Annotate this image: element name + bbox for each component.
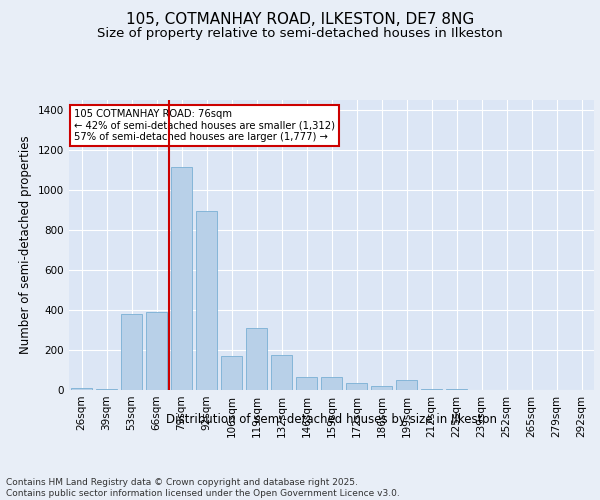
Bar: [96, 389, 117, 390]
Bar: [271, 355, 292, 390]
Bar: [321, 377, 342, 390]
Text: Distribution of semi-detached houses by size in Ilkeston: Distribution of semi-detached houses by …: [166, 412, 497, 426]
Bar: [396, 380, 417, 390]
Bar: [346, 383, 367, 390]
Text: 105 COTMANHAY ROAD: 76sqm
← 42% of semi-detached houses are smaller (1,312)
57% : 105 COTMANHAY ROAD: 76sqm ← 42% of semi-…: [74, 108, 335, 142]
Bar: [146, 312, 167, 390]
Y-axis label: Number of semi-detached properties: Number of semi-detached properties: [19, 136, 32, 354]
Bar: [121, 314, 142, 390]
Bar: [196, 211, 217, 390]
Text: Size of property relative to semi-detached houses in Ilkeston: Size of property relative to semi-detach…: [97, 28, 503, 40]
Bar: [221, 356, 242, 390]
Bar: [246, 328, 267, 390]
Text: Contains HM Land Registry data © Crown copyright and database right 2025.
Contai: Contains HM Land Registry data © Crown c…: [6, 478, 400, 498]
Bar: [171, 167, 192, 390]
Bar: [421, 389, 442, 390]
Bar: [371, 386, 392, 390]
Bar: [71, 388, 92, 390]
Text: 105, COTMANHAY ROAD, ILKESTON, DE7 8NG: 105, COTMANHAY ROAD, ILKESTON, DE7 8NG: [126, 12, 474, 28]
Bar: [446, 389, 467, 390]
Bar: [296, 377, 317, 390]
